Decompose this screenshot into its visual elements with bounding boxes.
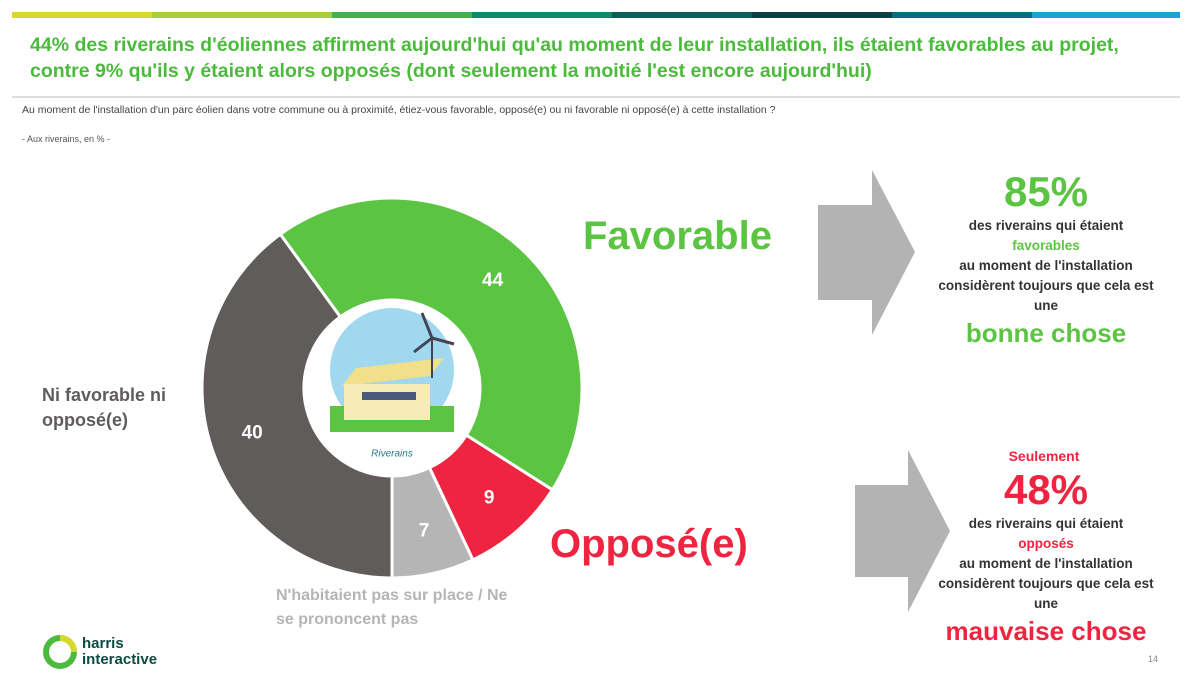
callout-highlight: favorables [1012,238,1080,253]
callout-text: des riverains qui étaient opposés au mom… [928,514,1164,614]
category-label: N'habitaient pas sur place / Ne se prono… [276,587,508,628]
arrow [818,170,915,335]
note: - Aux riverains, en % - [22,134,111,144]
question: Au moment de l'installation d'un parc éo… [22,104,776,116]
icon-house [342,358,444,386]
logo: harris interactive [82,635,158,668]
callout-headline: 85% [1003,168,1089,215]
data-label: 44 [482,270,504,291]
title: 44% des riverains d'éoliennes affirment … [30,34,1119,82]
callout-text-after: au moment de l'installation considèrent … [938,258,1154,313]
category-label: Ni favorable ni opposé(e) [42,385,167,430]
callout-text-before: des riverains qui étaient [968,218,1124,233]
logo-icon [43,635,77,669]
category-label: Favorable [583,214,772,258]
callout: 85% des riverains qui étaient favorables … [928,168,1164,350]
callout-conclusion: bonne chose [965,318,1127,348]
callout-head: Seulement 48% [928,446,1164,514]
arrow [855,450,950,612]
category-label: Opposé(e) [550,522,748,566]
callout-text-before: des riverains qui étaient [968,516,1124,531]
center-label: Riverains [371,449,413,460]
data-label: 7 [419,520,430,541]
icon-blades [413,312,455,354]
data-label: 9 [484,487,495,508]
callout: Seulement 48% des riverains qui étaient op… [928,446,1164,648]
callout-text: des riverains qui étaient favorables au … [928,216,1164,316]
icon-windows [362,392,416,400]
page-number: 14 [1148,654,1159,664]
icon-wall [344,384,430,420]
callout-text-after: au moment de l'installation considèrent … [938,556,1154,611]
data-label: 40 [242,422,263,443]
center-illustration [330,308,455,432]
slice [278,196,584,492]
slice [200,232,394,580]
callout-conclusion: mauvaise chose [945,616,1147,646]
top-strip [12,12,1180,18]
callout-prefix: Seulement [1008,448,1080,464]
callout-head: 85% [928,168,1164,216]
callout-headline: 48% [1003,466,1089,513]
callout-highlight: opposés [1018,536,1074,551]
